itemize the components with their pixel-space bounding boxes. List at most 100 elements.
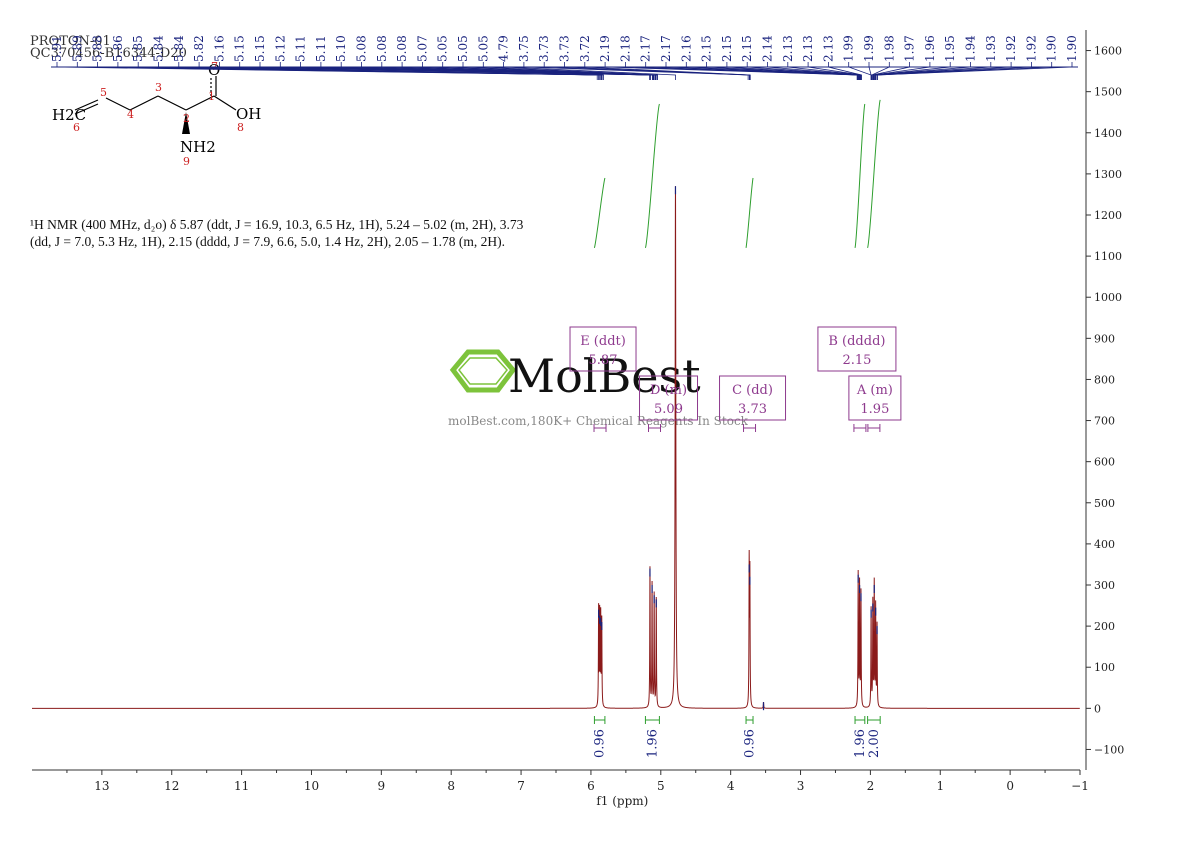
multiplet-shift: 5.09 [654, 402, 683, 417]
sample-id: QC370456-B16344-D20 [30, 46, 187, 61]
peak-label-leader [828, 62, 862, 80]
peak-label: 5.11 [294, 35, 308, 62]
y-tick-label: 1500 [1094, 86, 1122, 99]
peak-label-leader [874, 62, 992, 80]
x-tick-label: 2 [867, 779, 875, 793]
peak-label: 5.05 [476, 35, 490, 62]
peak-label: 2.15 [720, 35, 734, 62]
y-tick-label: 0 [1094, 702, 1101, 715]
x-tick-label: 12 [164, 779, 179, 793]
y-tick-label: −100 [1094, 743, 1124, 756]
y-tick-label: 1100 [1094, 250, 1122, 263]
peak-label: 5.84 [172, 35, 186, 62]
multiplet-box [569, 326, 637, 372]
peak-label-leader [584, 62, 751, 80]
peak-label-leader [665, 62, 859, 80]
peak-label: 2.15 [700, 35, 714, 62]
peak-label: 5.85 [131, 35, 145, 62]
x-tick-label: 10 [304, 779, 319, 793]
peak-label-leader [503, 62, 676, 80]
peak-label-leader [871, 62, 890, 80]
peak-label: 1.95 [943, 35, 957, 62]
integral-curve [644, 103, 660, 249]
integral-curve [867, 99, 881, 249]
peak-label: 5.08 [395, 35, 409, 62]
y-tick-label: 1300 [1094, 168, 1122, 181]
y-tick-label: 500 [1094, 497, 1115, 510]
x-tick-label: 5 [657, 779, 665, 793]
multiplet-box [817, 326, 897, 372]
peak-label-layer: 5.91 5.89 5.88 5.86 5.85 5.84 5.84 5.82 5.16 5.15… [50, 35, 1079, 80]
peak-label-leader [876, 62, 1073, 80]
integral-curve [854, 103, 866, 249]
peak-label-leader [685, 62, 860, 80]
peak-label: 5.88 [91, 35, 105, 62]
peak-label-leader [875, 62, 1032, 80]
peak-label: 2.13 [821, 35, 835, 62]
peak-label: 3.75 [517, 35, 531, 62]
peak-label: 1.99 [862, 35, 876, 62]
x-tick-label: 9 [378, 779, 386, 793]
peak-label: 3.72 [578, 35, 592, 62]
y-tick-label: 600 [1094, 456, 1115, 469]
h2c-label: H2C [52, 106, 86, 124]
multiplet-label: E (ddt) [580, 334, 626, 349]
peak-label: 1.90 [1065, 35, 1079, 62]
multiplet-shift: 2.15 [842, 353, 871, 368]
spectrum-trace [32, 186, 1080, 709]
x-tick-label: 6 [587, 779, 595, 793]
multiplet-label: A (m) [856, 383, 893, 398]
peak-label: 1.92 [1024, 35, 1038, 62]
peak-label-leader [868, 62, 872, 80]
peak-label: 5.84 [152, 35, 166, 62]
spectrum-layer [32, 186, 1080, 711]
peak-label: 2.18 [618, 35, 632, 62]
nh2-label: NH2 [180, 138, 216, 156]
axes: 13 12 11 10 9 8 7 6 5 4 3 2 1 0 −1f1 (ppm)−10001002003… [32, 30, 1124, 808]
peak-label: 5.08 [355, 35, 369, 62]
peak-label-leader [422, 62, 657, 80]
multiplet-label: D (m) [650, 383, 687, 398]
atom-num-3: 3 [155, 81, 162, 94]
atom-num-1: 1 [208, 90, 215, 103]
peak-label: 5.86 [111, 35, 125, 62]
peak-label: 2.13 [801, 35, 815, 62]
molbest-logo-icon [449, 349, 517, 393]
multiplet-label: B (dddd) [828, 334, 885, 349]
atom-num-9: 9 [183, 155, 190, 168]
peak-label: 1.98 [882, 35, 896, 62]
y-tick-label: 1000 [1094, 291, 1122, 304]
peak-label-leader [746, 62, 861, 80]
integral-value: 1.96 [645, 729, 660, 758]
integral-value: 1.96 [853, 729, 868, 758]
peak-label: 1.99 [842, 35, 856, 62]
x-tick-label: 4 [727, 779, 735, 793]
peak-label: 1.93 [984, 35, 998, 62]
peak-label-leader [872, 62, 910, 80]
y-tick-label: 100 [1094, 661, 1115, 674]
peak-label: 2.15 [740, 35, 754, 62]
y-tick-label: 800 [1094, 373, 1115, 386]
atom-num-2: 2 [183, 112, 190, 125]
y-tick-label: 900 [1094, 332, 1115, 345]
peak-label: 5.89 [70, 35, 84, 62]
y-tick-label: 1600 [1094, 45, 1122, 58]
integral-curve [745, 177, 754, 248]
x-tick-label: −1 [1071, 779, 1089, 793]
peak-label: 5.08 [375, 35, 389, 62]
peak-label: 1.94 [964, 35, 978, 62]
peak-label: 5.05 [456, 35, 470, 62]
carbonyl-o-label: O [208, 61, 220, 79]
peak-label: 5.15 [253, 35, 267, 62]
peak-label: 2.19 [598, 35, 612, 62]
multiplet-shift: 1.95 [860, 402, 889, 417]
peak-label-leader [873, 62, 951, 80]
peak-label: 2.16 [679, 35, 693, 62]
nmr-description-line2: (dd, J = 7.0, 5.3 Hz, 1H), 2.15 (dddd, J… [30, 234, 505, 249]
peak-label-leader [198, 62, 604, 80]
multiplet-shift: 5.87 [589, 353, 618, 368]
molecule-structure: H2C OH O NH2 7 1 2 3 4 5 6 8 9 [52, 60, 261, 168]
multiplet-layer: E (ddt) 5.87 D (m) 5.09 C (dd) 3.73 B (dddd) 2.… [569, 326, 902, 432]
integral-value: 0.96 [743, 729, 758, 758]
